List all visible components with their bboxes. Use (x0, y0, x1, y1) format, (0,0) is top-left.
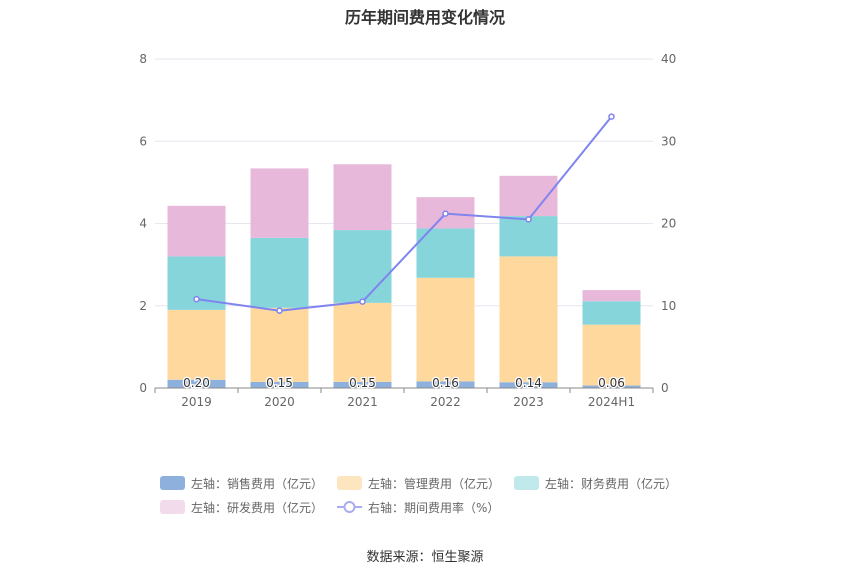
x-axis-tick-label: 2019 (181, 395, 212, 409)
legend-row-2: 左轴：研发费用（亿元） 右轴：期间费用率（%） (160, 495, 700, 519)
rate-line (196, 115, 613, 312)
right-axis-tick-label: 0 (661, 381, 669, 395)
chart-canvas: 0 2 4 6 8 0 10 20 30 40 2019 2020 2021 2022 2023 2024H1… (139, 52, 676, 409)
bar-segment (333, 164, 392, 231)
rate-point (525, 216, 532, 223)
left-axis-tick-label: 4 (139, 217, 147, 231)
bar-segment (250, 381, 309, 388)
legend-item-rate[interactable]: 右轴：期间费用率（%） (337, 499, 499, 516)
bar-segment (499, 382, 558, 388)
legend-label-sales: 左轴：销售费用（亿元） (191, 476, 324, 491)
bar-segment (499, 256, 558, 383)
bar-data-label: 0.16 (432, 376, 459, 390)
right-axis-tick-label: 20 (661, 217, 676, 231)
x-axis-tick-label: 2021 (347, 395, 378, 409)
legend-swatch-admin (337, 476, 363, 490)
bar-data-label: 0.20 (183, 376, 210, 390)
bar-data-label: 0.15 (266, 376, 293, 390)
x-axis-tick-label: 2024H1 (588, 395, 635, 409)
bar-segment (333, 230, 392, 303)
bar-data-label: 0.15 (349, 376, 376, 390)
bar-data-label: 0.14 (515, 376, 542, 390)
bar-segment (416, 277, 475, 382)
x-axis-tick-label: 2020 (264, 395, 295, 409)
bar-segment (167, 379, 226, 388)
bar-segment (582, 290, 641, 302)
legend-item-finance[interactable]: 左轴：财务费用（亿元） (514, 475, 677, 492)
legend-label-admin: 左轴：管理费用（亿元） (368, 476, 501, 491)
bar-segment (582, 324, 641, 386)
rate-point (276, 307, 283, 314)
legend-item-sales[interactable]: 左轴：销售费用（亿元） (160, 475, 323, 492)
bar-segment (333, 302, 392, 382)
left-axis-tick-label: 2 (139, 299, 147, 313)
bar-segment (333, 381, 392, 388)
right-axis-tick-label: 30 (661, 134, 676, 148)
right-axis-tick-label: 10 (661, 299, 676, 313)
bar-data-label: 0.06 (598, 376, 625, 390)
legend-item-rd[interactable]: 左轴：研发费用（亿元） (160, 499, 323, 516)
bar-segment (499, 216, 558, 257)
legend-row-1: 左轴：销售费用（亿元） 左轴：管理费用（亿元） 左轴：财务费用（亿元） (160, 471, 700, 495)
left-axis-tick-label: 0 (139, 381, 147, 395)
bar-segment (499, 175, 558, 217)
rate-point (442, 210, 449, 217)
chart-title: 历年期间费用变化情况 (344, 8, 505, 27)
legend-label-finance: 左轴：财务费用（亿元） (545, 476, 678, 491)
legend-swatch-rd (160, 500, 185, 514)
left-axis-tick-label: 8 (139, 52, 147, 66)
bar-segment (582, 385, 641, 388)
x-axis-tick-label: 2023 (513, 395, 544, 409)
bar-segment (416, 228, 475, 278)
left-axis-tick-label: 6 (139, 134, 147, 148)
right-axis-tick-label: 40 (661, 52, 676, 66)
bar-segment (250, 237, 309, 308)
bar-segment (167, 309, 226, 380)
data-source: 数据来源：恒生聚源 (366, 550, 484, 565)
bar-segment (250, 168, 309, 238)
legend-label-rate: 右轴：期间费用率（%） (368, 500, 500, 515)
bar-segment (416, 381, 475, 388)
legend-swatch-finance (514, 476, 540, 490)
x-axis-tick-label: 2022 (430, 395, 461, 409)
legend-label-rd: 左轴：研发费用（亿元） (191, 500, 324, 515)
chart-legend: 左轴：销售费用（亿元） 左轴：管理费用（亿元） 左轴：财务费用（亿元） 左轴：研… (160, 471, 700, 519)
rate-point (193, 295, 200, 303)
legend-swatch-rate (337, 501, 363, 513)
legend-item-admin[interactable]: 左轴：管理费用（亿元） (337, 475, 500, 492)
rate-point (608, 113, 615, 120)
legend-swatch-sales (160, 476, 185, 490)
bar-segment (250, 307, 309, 382)
rate-point (359, 298, 366, 305)
bar-segment (582, 301, 641, 325)
bar-segment (167, 205, 226, 257)
